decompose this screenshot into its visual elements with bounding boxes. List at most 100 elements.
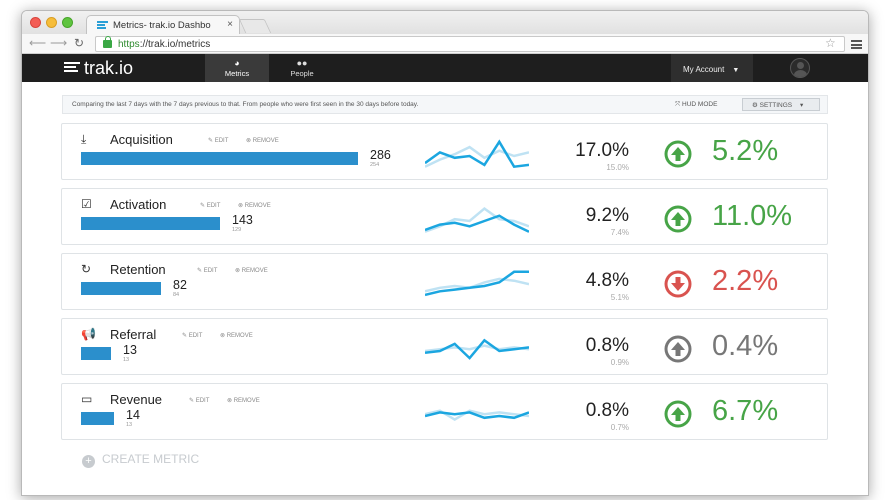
remove-metric-button[interactable]: ⊗ REMOVE xyxy=(235,267,268,274)
forward-arrow-icon[interactable]: ⟶ xyxy=(50,36,68,50)
plus-circle-icon: + xyxy=(82,455,95,468)
pencil-icon: ✎ xyxy=(189,398,195,404)
url-field[interactable]: https://trak.io/metrics xyxy=(95,36,845,52)
sparkline-current-series xyxy=(425,270,529,297)
conversion-rate: 9.2% xyxy=(585,205,629,226)
tab-close-icon[interactable]: × xyxy=(227,19,233,30)
user-avatar-icon xyxy=(790,58,810,78)
sparkline-current-series xyxy=(425,139,529,169)
minimize-window-button[interactable] xyxy=(46,17,57,28)
change-percentage: 5.2% xyxy=(712,135,779,167)
edit-metric-button[interactable]: ✎ EDIT xyxy=(182,332,202,339)
nav-item-label: Metrics xyxy=(224,69,250,78)
reload-icon[interactable]: ↻ xyxy=(74,36,85,50)
create-metric-button[interactable]: + CREATE METRIC xyxy=(82,452,199,468)
change-percentage: 2.2% xyxy=(712,265,779,297)
url-scheme: https xyxy=(118,39,140,50)
back-arrow-icon[interactable]: ⟵ xyxy=(29,36,47,50)
zoom-window-button[interactable] xyxy=(62,17,73,28)
edit-label: EDIT xyxy=(214,138,229,144)
nav-item-metrics[interactable]: ◕ Metrics xyxy=(205,54,269,82)
pencil-icon: ✎ xyxy=(200,203,206,209)
edit-metric-button[interactable]: ✎ EDIT xyxy=(189,397,209,404)
remove-metric-button[interactable]: ⊗ REMOVE xyxy=(246,137,279,144)
settings-label: SETTINGS xyxy=(759,102,793,109)
my-account-dropdown[interactable]: My Account ▼ xyxy=(671,54,753,82)
settings-button[interactable]: ⚙ SETTINGS ▾ xyxy=(742,98,820,111)
trend-down-arrow-icon xyxy=(663,269,693,299)
gear-icon: ⚙ xyxy=(752,102,758,109)
metric-name: Activation xyxy=(110,197,167,212)
metric-card-revenue: ▭ Revenue ✎ EDIT ⊗ REMOVE 14 13 0.8% 0.7… xyxy=(61,383,828,440)
metric-count: 82 xyxy=(173,278,187,292)
metric-count: 14 xyxy=(126,408,140,422)
metric-previous-count: 13 xyxy=(126,422,133,428)
browser-tab[interactable]: Metrics- trak.io Dashbo × xyxy=(86,15,240,35)
metric-count: 143 xyxy=(232,213,253,227)
remove-metric-button[interactable]: ⊗ REMOVE xyxy=(238,202,271,209)
sparkline-chart xyxy=(425,270,529,297)
remove-label: REMOVE xyxy=(226,333,253,339)
pencil-icon: ✎ xyxy=(182,333,188,339)
conversion-rate: 0.8% xyxy=(585,400,629,421)
browser-menu-icon[interactable] xyxy=(851,40,862,49)
megaphone-icon: 📢 xyxy=(81,327,96,341)
address-bar: ⟵ ⟶ ↻ https://trak.io/metrics ☆ xyxy=(22,34,868,54)
lock-icon xyxy=(103,36,112,48)
trend-up-arrow-icon xyxy=(663,399,693,429)
trakio-logo[interactable]: trak.io xyxy=(64,58,133,79)
logo-text: trak.io xyxy=(84,58,134,78)
edit-label: EDIT xyxy=(195,398,210,404)
remove-circle-icon: ⊗ xyxy=(246,138,252,144)
change-percentage: 6.7% xyxy=(712,395,779,427)
edit-metric-button[interactable]: ✎ EDIT xyxy=(208,137,228,144)
download-icon: ⤓ xyxy=(81,132,87,146)
url-path: ://trak.io/metrics xyxy=(139,39,211,50)
metric-card-retention: ↻ Retention ✎ EDIT ⊗ REMOVE 82 84 4.8% 5… xyxy=(61,253,828,310)
conversion-rate: 0.8% xyxy=(585,335,629,356)
previous-conversion-rate: 0.7% xyxy=(610,423,629,432)
remove-metric-button[interactable]: ⊗ REMOVE xyxy=(220,332,253,339)
metric-count-bar xyxy=(81,347,111,360)
dashboard-icon: ◕ xyxy=(234,58,240,68)
trend-up-arrow-icon xyxy=(663,204,693,234)
remove-label: REMOVE xyxy=(252,138,279,144)
remove-label: REMOVE xyxy=(244,203,271,209)
nav-item-people[interactable]: ●● People xyxy=(270,54,334,82)
remove-circle-icon: ⊗ xyxy=(227,398,233,404)
metric-previous-count: 13 xyxy=(123,357,130,363)
sparkline-current-series xyxy=(425,338,529,360)
new-tab-button[interactable] xyxy=(238,19,272,33)
people-icon: ●● xyxy=(296,58,308,68)
sparkline-chart xyxy=(425,207,529,233)
sparkline-current-series xyxy=(425,214,529,233)
edit-metric-button[interactable]: ✎ EDIT xyxy=(197,267,217,274)
hud-mode-button[interactable]: ⤧ HUD MODE xyxy=(675,101,717,109)
fullscreen-icon: ⤧ xyxy=(675,101,681,108)
metric-count-bar xyxy=(81,282,161,295)
metric-count-bar xyxy=(81,217,220,230)
metric-name: Acquisition xyxy=(110,132,173,147)
avatar-button[interactable] xyxy=(776,58,810,78)
trakio-logo-icon xyxy=(64,62,80,73)
metric-previous-count: 84 xyxy=(173,292,180,298)
hud-mode-label: HUD MODE xyxy=(682,101,718,108)
sparkline-previous-series xyxy=(425,277,529,293)
pencil-icon: ✎ xyxy=(197,268,203,274)
close-window-button[interactable] xyxy=(30,17,41,28)
credit-card-icon: ▭ xyxy=(81,392,93,406)
remove-metric-button[interactable]: ⊗ REMOVE xyxy=(227,397,260,404)
trend-up-arrow-icon xyxy=(663,139,693,169)
metric-previous-count: 129 xyxy=(232,227,242,233)
sparkline-chart xyxy=(425,409,529,422)
tab-strip: Metrics- trak.io Dashbo × xyxy=(22,11,868,35)
caret-down-icon: ▾ xyxy=(799,102,804,109)
previous-conversion-rate: 7.4% xyxy=(610,228,629,237)
edit-metric-button[interactable]: ✎ EDIT xyxy=(200,202,220,209)
metric-card-referral: 📢 Referral ✎ EDIT ⊗ REMOVE 13 13 0.8% 0.… xyxy=(61,318,828,375)
info-text: Comparing the last 7 days with the 7 day… xyxy=(72,101,419,108)
bookmark-star-icon[interactable]: ☆ xyxy=(825,36,836,50)
metric-previous-count: 254 xyxy=(370,162,380,168)
edit-label: EDIT xyxy=(206,203,221,209)
edit-label: EDIT xyxy=(203,268,218,274)
